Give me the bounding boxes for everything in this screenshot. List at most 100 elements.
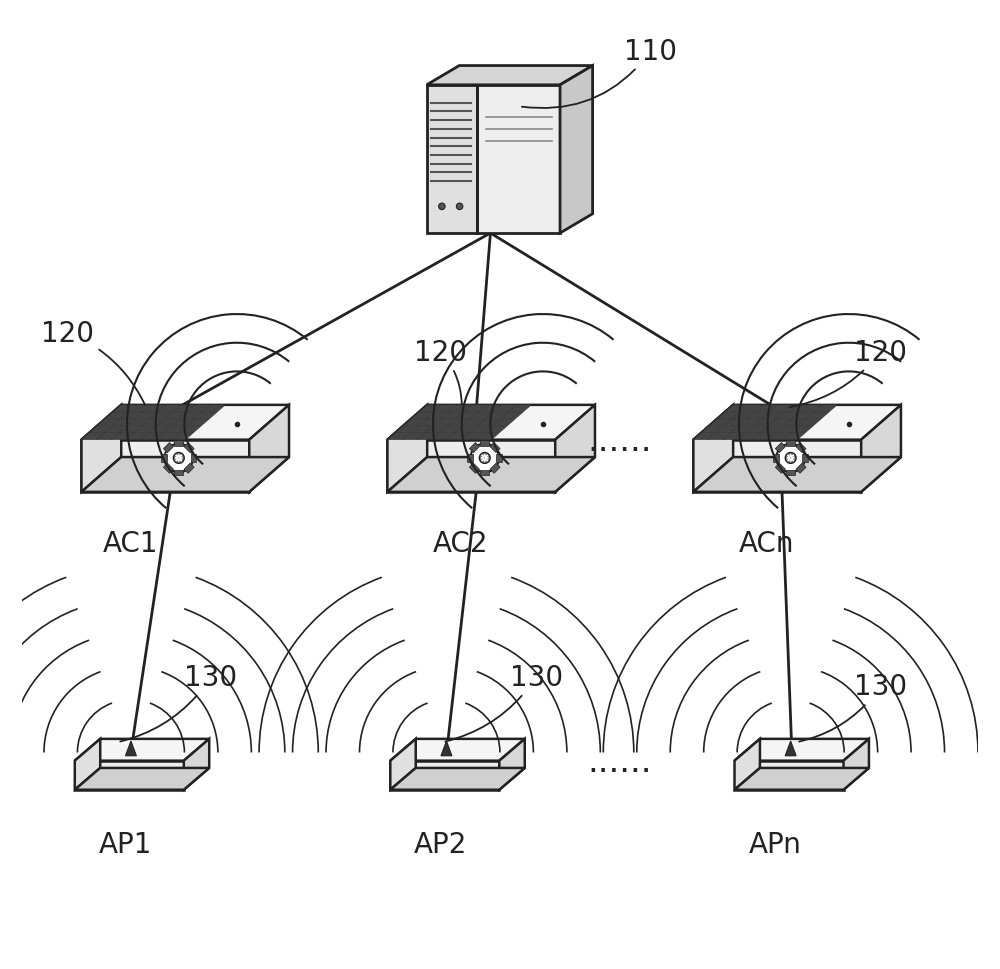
Polygon shape	[479, 405, 502, 413]
Polygon shape	[486, 413, 508, 420]
Polygon shape	[194, 413, 217, 420]
Polygon shape	[693, 457, 901, 492]
Polygon shape	[180, 413, 202, 420]
Polygon shape	[747, 413, 770, 420]
Polygon shape	[701, 426, 724, 433]
Polygon shape	[555, 405, 595, 492]
Polygon shape	[448, 420, 471, 426]
Polygon shape	[410, 426, 433, 433]
Polygon shape	[735, 761, 844, 790]
Polygon shape	[174, 470, 183, 476]
Polygon shape	[500, 413, 523, 420]
Polygon shape	[135, 413, 158, 420]
Polygon shape	[449, 405, 472, 413]
Text: ......: ......	[587, 425, 652, 458]
Polygon shape	[75, 739, 209, 761]
Polygon shape	[125, 741, 136, 756]
Polygon shape	[708, 433, 731, 440]
Polygon shape	[792, 413, 814, 420]
Polygon shape	[717, 413, 740, 420]
Polygon shape	[492, 420, 515, 426]
Polygon shape	[477, 433, 499, 440]
Polygon shape	[754, 420, 777, 426]
Text: 110: 110	[522, 38, 677, 109]
Polygon shape	[427, 67, 593, 85]
Polygon shape	[441, 741, 452, 756]
Polygon shape	[802, 454, 808, 463]
Polygon shape	[471, 413, 494, 420]
Polygon shape	[723, 433, 746, 440]
Polygon shape	[75, 739, 100, 790]
Polygon shape	[485, 426, 507, 433]
Polygon shape	[490, 443, 500, 453]
Polygon shape	[755, 405, 778, 413]
Polygon shape	[477, 85, 560, 234]
Circle shape	[785, 453, 796, 464]
Polygon shape	[463, 420, 486, 426]
Text: AC1: AC1	[103, 529, 159, 557]
Polygon shape	[796, 443, 806, 453]
Polygon shape	[441, 413, 464, 420]
Polygon shape	[440, 426, 463, 433]
Polygon shape	[480, 470, 489, 476]
Polygon shape	[732, 413, 755, 420]
Polygon shape	[777, 413, 800, 420]
Polygon shape	[785, 741, 796, 756]
Text: 120: 120	[790, 338, 907, 408]
Text: AP1: AP1	[98, 830, 152, 859]
Polygon shape	[172, 420, 194, 426]
Circle shape	[439, 203, 445, 210]
Polygon shape	[861, 405, 901, 492]
Polygon shape	[478, 420, 500, 426]
Polygon shape	[427, 85, 477, 234]
Text: 130: 130	[445, 663, 563, 741]
Polygon shape	[128, 405, 151, 413]
Polygon shape	[753, 433, 776, 440]
Polygon shape	[149, 426, 172, 433]
Polygon shape	[494, 405, 516, 413]
Polygon shape	[456, 413, 479, 420]
Polygon shape	[693, 405, 901, 440]
Polygon shape	[402, 433, 425, 440]
Polygon shape	[81, 440, 249, 492]
Polygon shape	[499, 739, 525, 790]
Text: 130: 130	[799, 672, 907, 742]
Polygon shape	[387, 440, 555, 492]
Polygon shape	[469, 443, 479, 453]
Polygon shape	[796, 464, 806, 474]
Polygon shape	[508, 405, 531, 413]
Polygon shape	[464, 405, 487, 413]
Polygon shape	[97, 420, 120, 426]
Polygon shape	[731, 426, 754, 433]
Polygon shape	[469, 464, 479, 474]
Polygon shape	[81, 405, 289, 440]
Polygon shape	[191, 454, 196, 463]
Polygon shape	[387, 405, 427, 492]
Polygon shape	[693, 405, 733, 492]
Polygon shape	[202, 405, 225, 413]
Polygon shape	[184, 443, 194, 453]
Polygon shape	[716, 426, 739, 433]
Polygon shape	[791, 426, 813, 433]
Polygon shape	[171, 433, 193, 440]
Polygon shape	[150, 413, 173, 420]
Polygon shape	[188, 405, 210, 413]
Text: ACn: ACn	[739, 529, 795, 557]
Polygon shape	[418, 420, 441, 426]
Polygon shape	[143, 405, 166, 413]
Polygon shape	[187, 420, 209, 426]
Polygon shape	[184, 464, 194, 474]
Polygon shape	[447, 433, 470, 440]
Polygon shape	[161, 454, 167, 463]
Polygon shape	[390, 768, 525, 790]
Text: 120: 120	[414, 338, 467, 405]
Polygon shape	[735, 739, 760, 790]
Polygon shape	[800, 405, 822, 413]
Polygon shape	[387, 433, 410, 440]
Circle shape	[470, 444, 499, 473]
Polygon shape	[164, 426, 187, 433]
Polygon shape	[173, 405, 196, 413]
Polygon shape	[725, 405, 748, 413]
Polygon shape	[480, 441, 489, 447]
Polygon shape	[783, 433, 805, 440]
